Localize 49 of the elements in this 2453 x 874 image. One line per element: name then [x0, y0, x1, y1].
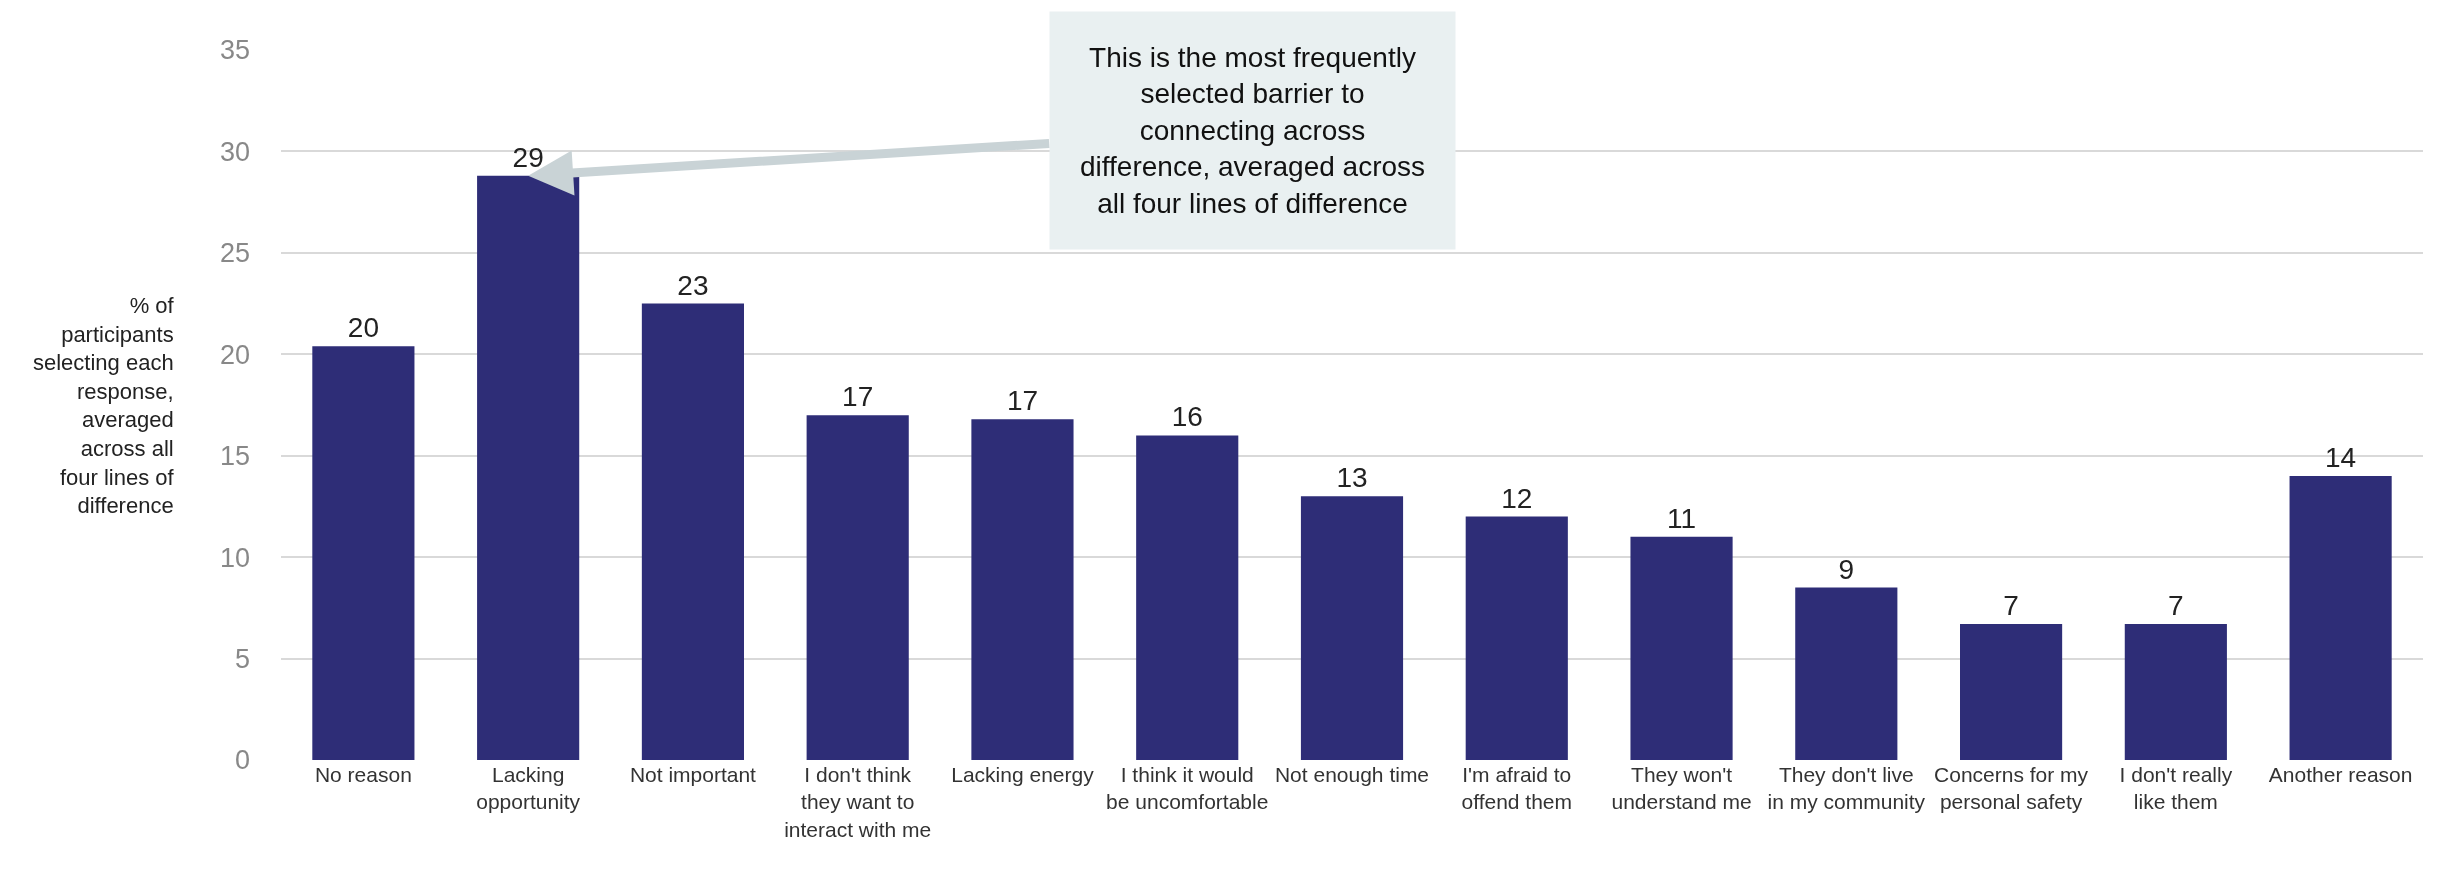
y-tick-label: 35	[219, 35, 250, 66]
data-label: 16	[1171, 401, 1203, 433]
bar	[806, 415, 909, 760]
data-label: 7	[2168, 590, 2184, 622]
y-tick-label: 0	[234, 745, 250, 776]
data-label: 20	[347, 312, 379, 344]
y-tick-label: 25	[219, 238, 250, 269]
y-axis-title: % of participants selecting each response, averaged across all four lines of difference	[33, 293, 175, 519]
data-label: 17	[842, 381, 874, 413]
bar	[1795, 587, 1898, 760]
y-tick-label: 5	[234, 644, 250, 675]
bar	[2124, 624, 2227, 760]
y-tick-label: 30	[219, 136, 250, 167]
data-label: 12	[1501, 482, 1533, 514]
data-label: 14	[2325, 442, 2357, 473]
x-tick-label: No reason	[314, 763, 412, 786]
data-label: 23	[677, 269, 709, 301]
bar	[477, 175, 580, 760]
x-tick-label: I'm afraid to offend them	[1461, 763, 1573, 814]
data-label: 11	[1667, 502, 1697, 534]
x-tick-label: I don't think they want to interact with me	[784, 763, 932, 841]
y-tick-label: 10	[219, 542, 250, 573]
y-tick-label: 15	[219, 441, 250, 472]
bar	[1465, 516, 1568, 760]
bar	[1300, 496, 1404, 760]
x-tick-label: Concerns for my personal safety	[1934, 763, 2089, 814]
x-tick-label: Not enough time	[1274, 763, 1430, 786]
bar	[312, 346, 415, 760]
x-tick-label: I don't really like them	[2119, 763, 2233, 814]
annotation: This is the most frequently selected barrier to connecting across difference, averaged across all four lines of difference	[1080, 42, 1426, 219]
bar	[1136, 435, 1239, 760]
x-tick-label: I think it would be uncomfortable	[1106, 763, 1269, 814]
bar	[1630, 536, 1733, 760]
x-tick-label: They won't understand me	[1611, 763, 1752, 814]
bar	[971, 419, 1074, 760]
y-tick-label: 20	[219, 339, 250, 370]
bar	[2289, 476, 2392, 760]
data-label: 9	[1838, 553, 1855, 585]
data-label: 29	[512, 141, 544, 173]
x-tick-label: They don't live in my community	[1767, 763, 1926, 814]
bar	[641, 303, 744, 760]
data-label: 17	[1006, 385, 1039, 417]
data-label: 7	[2003, 590, 2019, 622]
x-tick-label: Not important	[629, 763, 757, 786]
data-label: 13	[1336, 462, 1368, 494]
bar	[1960, 624, 2063, 760]
x-tick-label: Lacking energy	[951, 763, 1095, 786]
x-tick-label: Another reason	[2268, 763, 2413, 786]
x-tick-label: Lacking opportunity	[476, 763, 581, 814]
